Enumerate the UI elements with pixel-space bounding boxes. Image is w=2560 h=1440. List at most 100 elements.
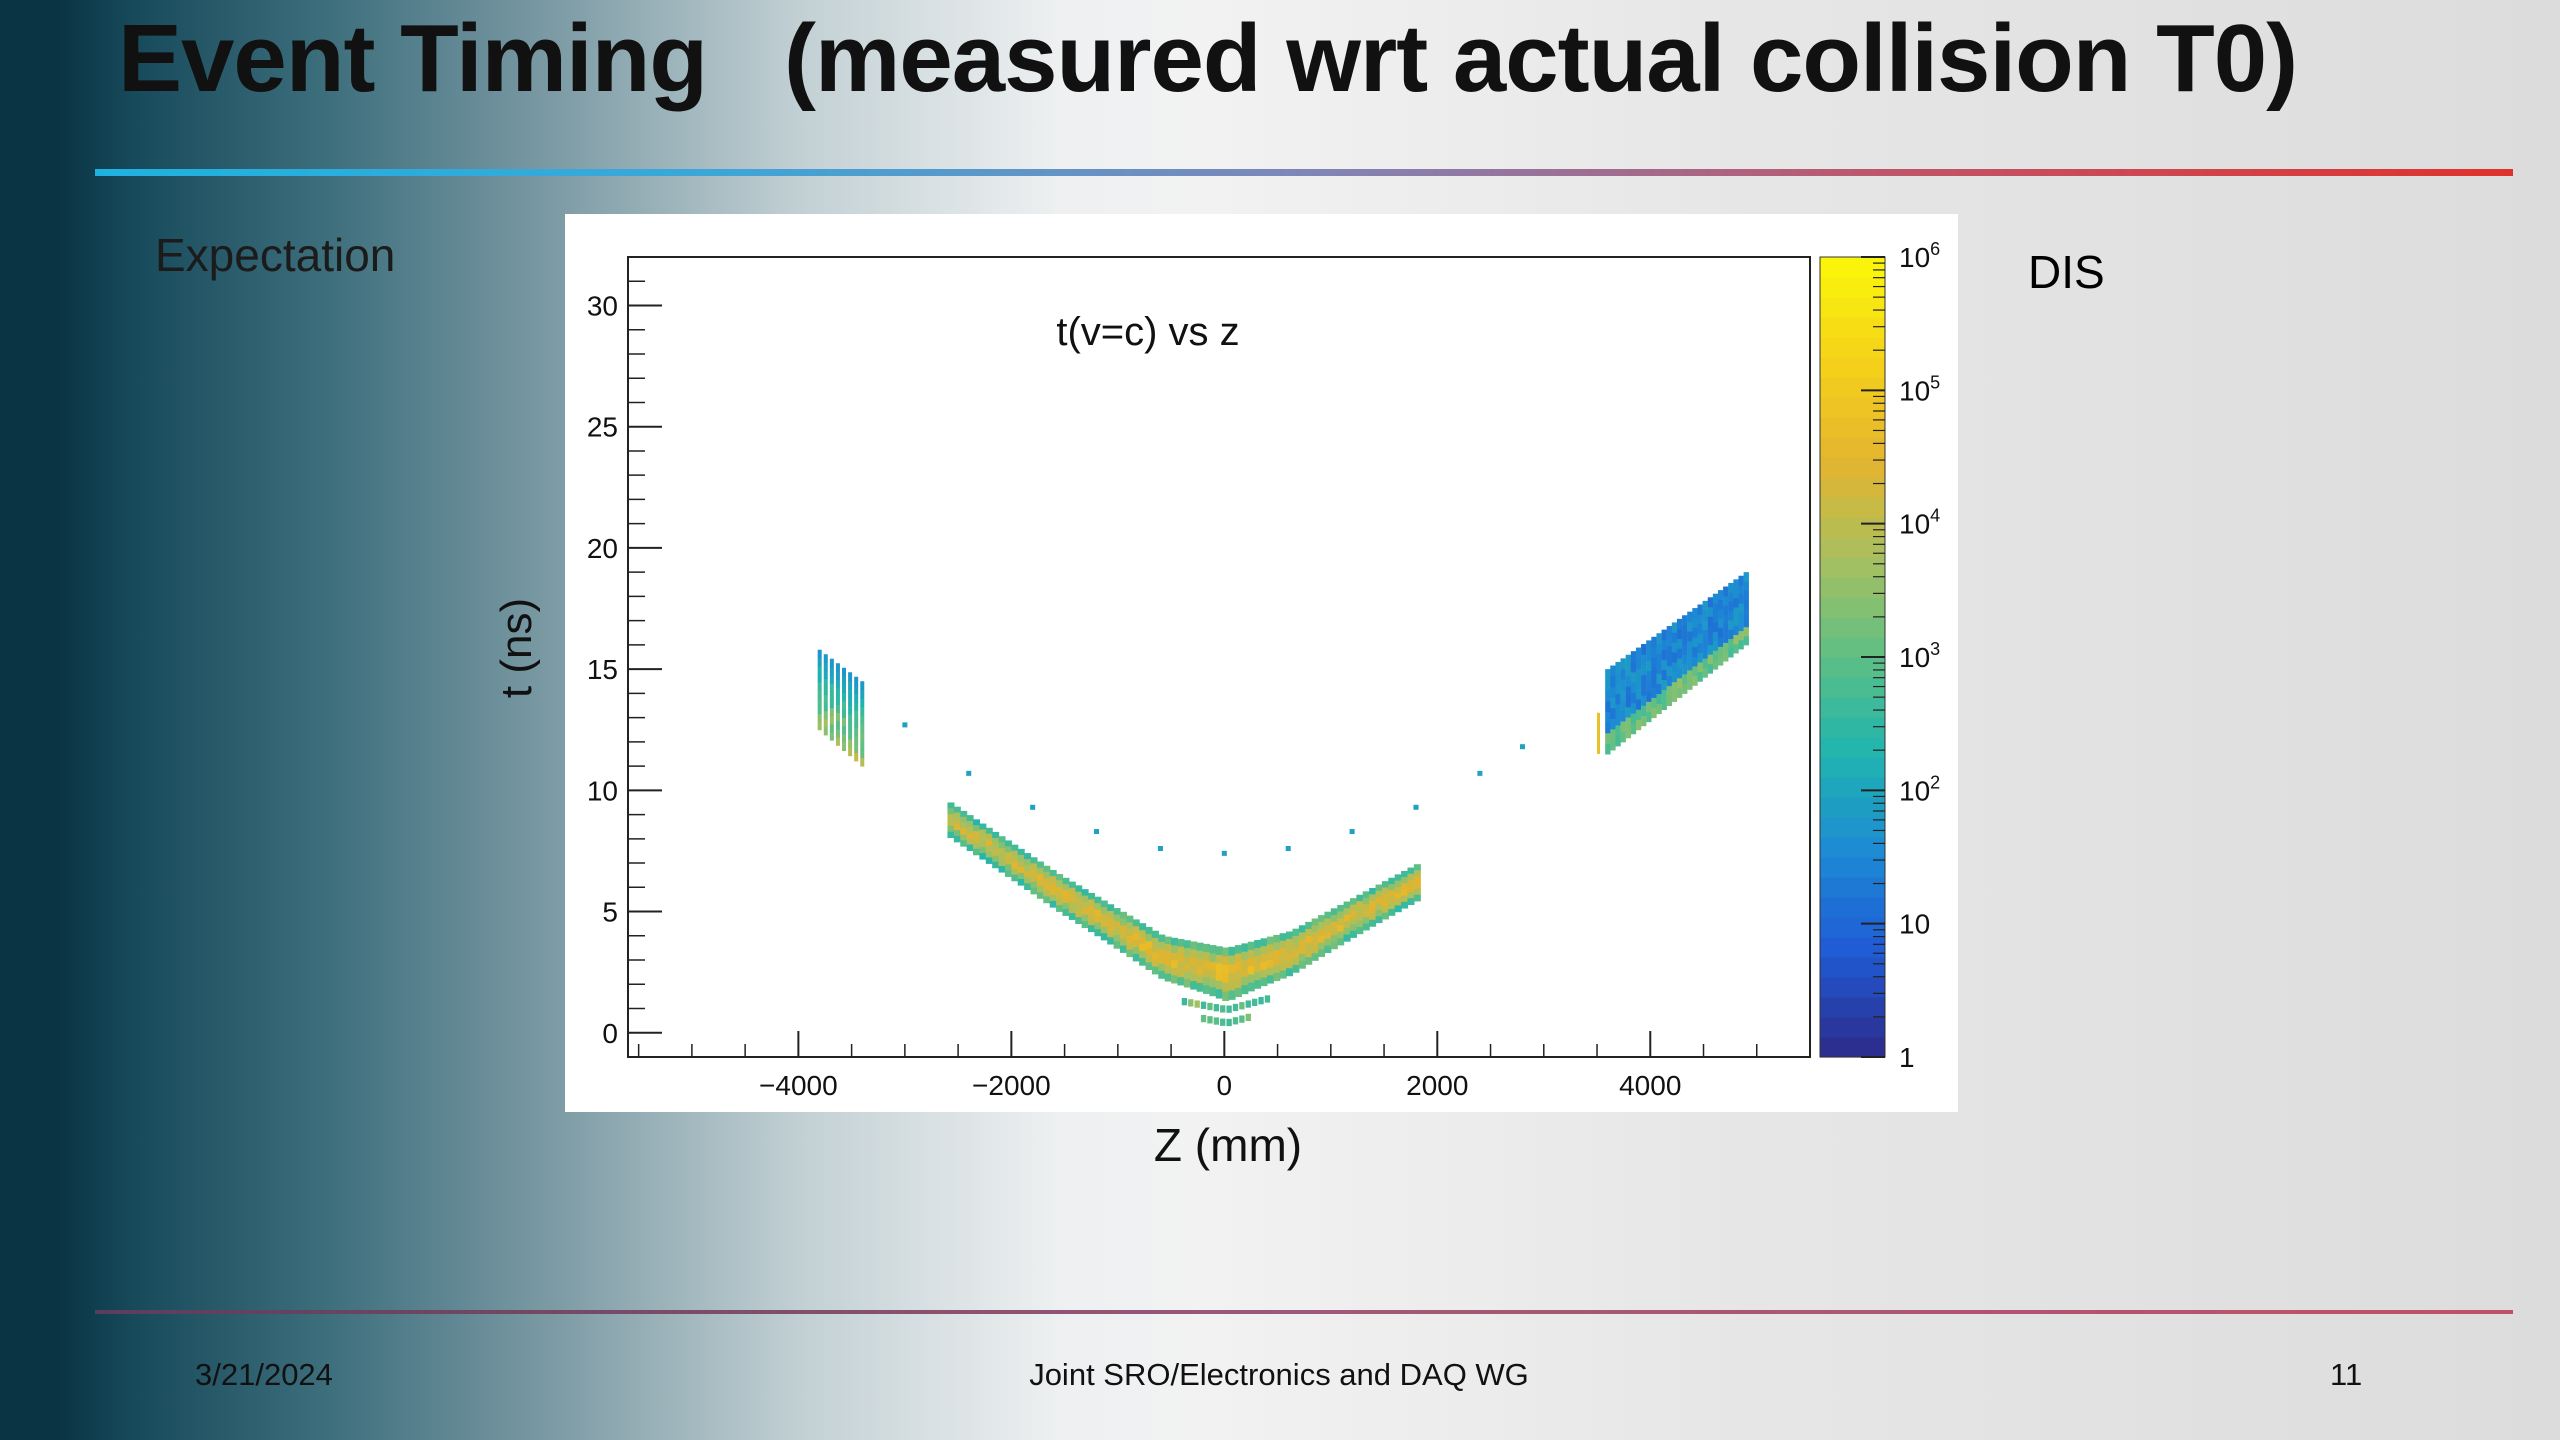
heatmap-cell bbox=[1630, 723, 1637, 735]
heatmap-cell bbox=[1728, 619, 1734, 630]
colorbar-band bbox=[1820, 637, 1885, 658]
heatmap-cell bbox=[1620, 710, 1626, 722]
heatmap-cell bbox=[1356, 914, 1364, 922]
heatmap-cell bbox=[1666, 665, 1673, 677]
heatmap-cell bbox=[960, 840, 968, 847]
heatmap-cell bbox=[1671, 681, 1678, 693]
heatmap-cell bbox=[1228, 964, 1236, 974]
heatmap-cell bbox=[1697, 662, 1703, 673]
heatmap-cell bbox=[1228, 946, 1236, 957]
heatmap-cell bbox=[1254, 980, 1262, 989]
heatmap-cell bbox=[1043, 865, 1051, 873]
heatmap-cell bbox=[1190, 981, 1198, 990]
heatmap-cell bbox=[1113, 941, 1121, 949]
heatmap-cell bbox=[1413, 864, 1421, 871]
heatmap-cell bbox=[842, 733, 847, 743]
heatmap-cell bbox=[823, 654, 828, 663]
heatmap-cell bbox=[1062, 909, 1070, 916]
heatmap-cell bbox=[854, 685, 859, 695]
heatmap-cell bbox=[1687, 669, 1693, 681]
heatmap-cell bbox=[1318, 942, 1326, 951]
heatmap-cell bbox=[1305, 928, 1313, 937]
heatmap-cell bbox=[1024, 859, 1032, 866]
heatmap-cell bbox=[1738, 639, 1744, 650]
heatmap-cell bbox=[1234, 979, 1242, 989]
heatmap-cell bbox=[1260, 977, 1268, 987]
heatmap-cell bbox=[992, 861, 1000, 869]
heatmap-cell bbox=[1661, 629, 1667, 641]
heatmap-cell bbox=[1075, 917, 1083, 924]
x-tick-label: −2000 bbox=[972, 1070, 1051, 1101]
heatmap-cell bbox=[1203, 952, 1211, 961]
heatmap-cell bbox=[823, 718, 828, 728]
heatmap-cell bbox=[1056, 880, 1064, 888]
heatmap-cell bbox=[1247, 958, 1255, 967]
heatmap-cell bbox=[1605, 669, 1611, 681]
y-tick-label: 0 bbox=[602, 1018, 618, 1049]
heatmap-cell bbox=[1712, 593, 1719, 604]
heatmap-cell bbox=[998, 848, 1006, 855]
heatmap-cell bbox=[835, 687, 840, 697]
heatmap-cell bbox=[1349, 898, 1357, 906]
heatmap-cell bbox=[992, 831, 1000, 839]
heatmap-cell bbox=[848, 713, 853, 723]
heatmap-cell bbox=[1656, 653, 1662, 664]
heatmap-cell bbox=[1139, 958, 1147, 966]
heatmap-cell bbox=[1615, 703, 1621, 715]
heatmap-cell bbox=[1676, 658, 1683, 669]
heatmap-cell bbox=[1723, 623, 1729, 634]
heatmap-cell bbox=[1286, 931, 1294, 940]
heatmap-cell bbox=[1651, 707, 1657, 719]
y-tick-label: 30 bbox=[587, 290, 618, 321]
heatmap-cell bbox=[1030, 887, 1038, 895]
heatmap-cell bbox=[1004, 864, 1012, 871]
heatmap-cell bbox=[1610, 697, 1616, 709]
heatmap-cell bbox=[1407, 892, 1415, 899]
heatmap-cell bbox=[1132, 946, 1140, 955]
heatmap-cell bbox=[985, 857, 993, 864]
heatmap-cell bbox=[1324, 911, 1332, 920]
heatmap-cell bbox=[1260, 969, 1268, 979]
heatmap-cell bbox=[1671, 691, 1678, 702]
heatmap-cell bbox=[1164, 958, 1172, 967]
heatmap-cell bbox=[1088, 905, 1096, 913]
heatmap-cell bbox=[1369, 919, 1377, 927]
heatmap-cell bbox=[1605, 679, 1611, 691]
heatmap-cell bbox=[1343, 934, 1351, 942]
heatmap-cell bbox=[1056, 886, 1064, 894]
heatmap-cell bbox=[1676, 687, 1683, 698]
heatmap-cell bbox=[973, 837, 981, 844]
heatmap-cell bbox=[1666, 685, 1673, 697]
heatmap-cell bbox=[985, 827, 993, 835]
heatmap-cell bbox=[1183, 963, 1191, 972]
heatmap-cell bbox=[1687, 660, 1693, 671]
heatmap-cell bbox=[1209, 978, 1217, 988]
heatmap-cell bbox=[1171, 960, 1179, 969]
heatmap-cell bbox=[1702, 667, 1708, 678]
heatmap-cell bbox=[1743, 608, 1749, 619]
heatmap-cell bbox=[1682, 615, 1688, 626]
heatmap-cell bbox=[1285, 846, 1291, 852]
heatmap-cell bbox=[1311, 925, 1319, 934]
heatmap-cell bbox=[1692, 646, 1698, 657]
heatmap-cell bbox=[1682, 654, 1688, 665]
heatmap-cell bbox=[1056, 874, 1064, 881]
heatmap-cell bbox=[1723, 614, 1729, 625]
heatmap-cell bbox=[1641, 654, 1647, 665]
heatmap-cell bbox=[1177, 969, 1185, 978]
heatmap-cell bbox=[1151, 959, 1159, 968]
heatmap-cell bbox=[1151, 966, 1159, 975]
heatmap-cell bbox=[947, 819, 955, 827]
heatmap-cell bbox=[1311, 946, 1319, 954]
colorbar-band bbox=[1820, 737, 1885, 758]
heatmap-cell bbox=[1049, 900, 1057, 908]
heatmap-cell bbox=[1388, 884, 1396, 891]
heatmap-cell bbox=[1381, 887, 1389, 895]
heatmap-cell bbox=[1625, 685, 1632, 697]
heatmap-cell bbox=[1139, 937, 1147, 945]
heatmap-cell bbox=[1369, 894, 1377, 902]
heatmap-cell bbox=[1620, 720, 1626, 732]
heatmap-cell bbox=[1260, 954, 1268, 963]
colorbar-tick-exponent: 6 bbox=[1930, 239, 1940, 259]
heatmap-cell bbox=[1343, 921, 1351, 929]
